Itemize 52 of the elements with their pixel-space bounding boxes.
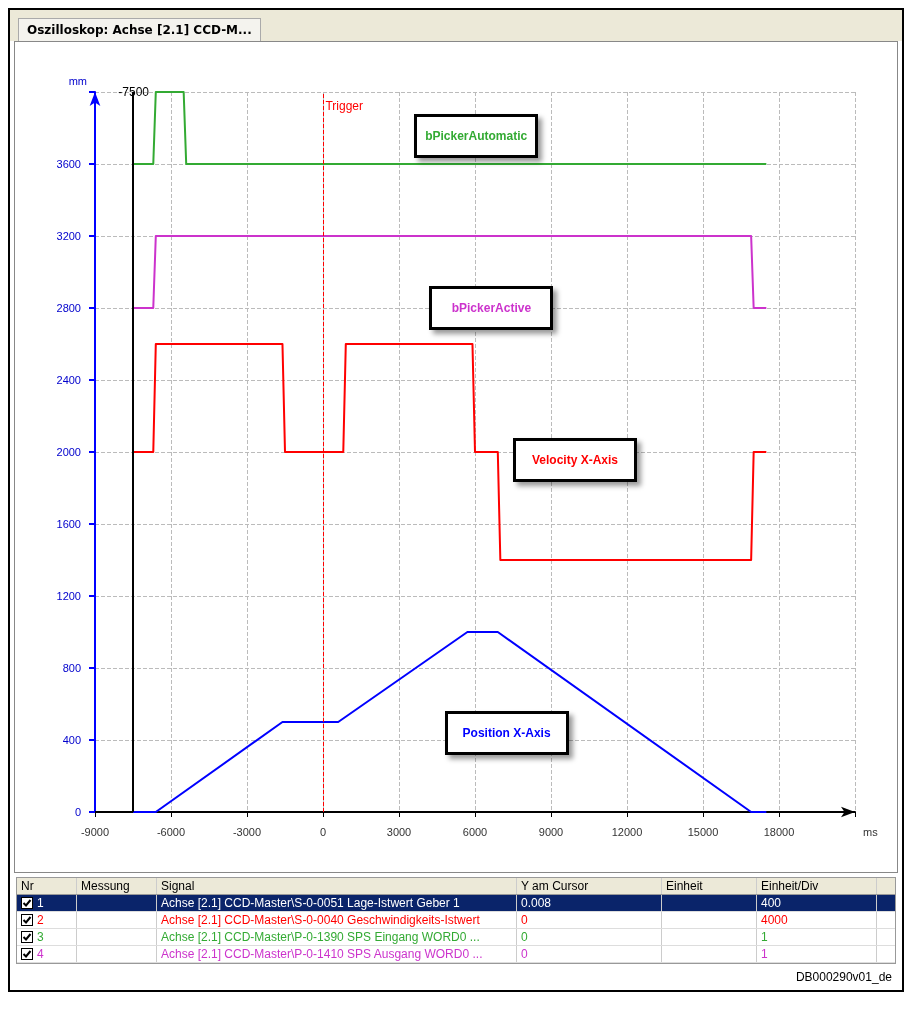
x-tick-label: 18000: [763, 825, 795, 838]
text: Nr: [17, 878, 77, 894]
y-tick-label: 800: [62, 662, 81, 674]
x-tick-label: 6000: [462, 825, 488, 838]
series-label: bPickerAutomatic: [425, 128, 528, 143]
text: 1: [761, 947, 768, 961]
text: 4000: [761, 913, 788, 927]
ref-line-label: Trigger: [325, 99, 363, 113]
text: Achse [2.1] CCD-Master\P-0-1410 SPS Ausgang WORD0 ...: [161, 947, 483, 961]
text: Position X-Axis: [462, 726, 551, 741]
text: Messung: [77, 878, 157, 894]
text: Achse [2.1] CCD-Master\P-0-1390 SPS Eingang WORD0 ...: [161, 930, 480, 944]
text: 1: [761, 930, 768, 944]
y-axis-title: mm: [68, 74, 87, 87]
x-tick-label: -6000: [156, 825, 186, 838]
x-tick-label: 0: [319, 825, 327, 838]
x-tick-label: 15000: [687, 825, 719, 838]
x-tick-label: -9000: [80, 825, 110, 838]
x-axis-title: ms: [863, 825, 879, 838]
y-tick-label: 3600: [56, 158, 81, 170]
x-tick-label: 12000: [611, 825, 643, 838]
y-tick-label: 1600: [56, 518, 81, 530]
text: Achse [2.1] CCD-Master\S-0-0040 Geschwindigkeits-Istwert: [161, 913, 480, 927]
y-tick-label: 3200: [56, 230, 81, 242]
text: 0: [521, 913, 528, 927]
text: Achse [2.1] CCD-Master\S-0-0051 Lage-Istwert Geber 1: [161, 896, 460, 910]
text: Y am Cursor: [517, 878, 662, 894]
text: Signal: [157, 878, 517, 894]
chart-title: Oszilloskop: Achse [2.1] CCD-M...: [18, 18, 261, 41]
text: Einheit/Div: [757, 878, 877, 894]
text: 0: [521, 930, 528, 944]
y-tick-label: 2000: [56, 446, 81, 458]
x-tick-label: 3000: [386, 825, 412, 838]
text: 4: [37, 947, 44, 961]
ref-line-label: -7500: [118, 85, 150, 99]
x-tick-label: 9000: [538, 825, 564, 838]
y-tick-label: 2400: [56, 374, 81, 386]
text: 0: [521, 947, 528, 961]
text: 1: [37, 896, 44, 910]
text: DB000290v01_de: [794, 969, 893, 986]
y-tick-label: 1200: [56, 590, 81, 602]
text: Velocity X-Axis: [531, 452, 619, 467]
x-tick-label: -3000: [232, 825, 262, 838]
y-tick-label: 2800: [56, 302, 81, 314]
text: 400: [761, 896, 782, 910]
text: bPickerActive: [451, 301, 532, 316]
text: 0.008: [521, 896, 552, 910]
y-tick-label: 0: [74, 806, 81, 818]
text: 3: [37, 930, 44, 944]
y-tick-label: 400: [62, 734, 81, 746]
text: Einheit: [662, 878, 757, 894]
text: 2: [37, 913, 44, 927]
